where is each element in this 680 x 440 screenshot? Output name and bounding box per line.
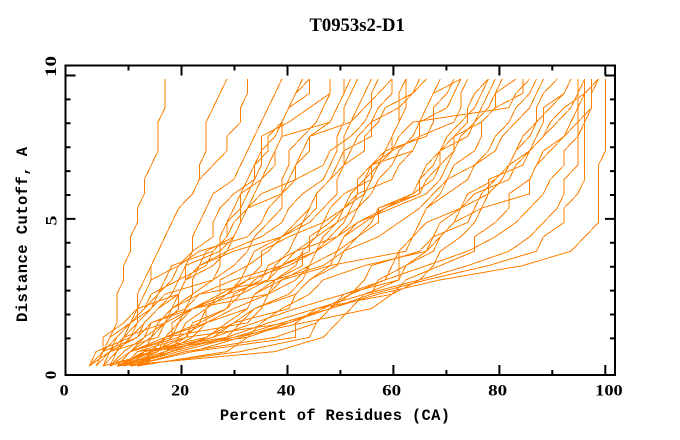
- svg-text:Distance Cutoff, A: Distance Cutoff, A: [14, 146, 32, 322]
- svg-text:80: 80: [488, 383, 507, 400]
- svg-text:60: 60: [382, 383, 401, 400]
- svg-text:5: 5: [43, 216, 60, 226]
- svg-text:Percent of Residues (CA): Percent of Residues (CA): [220, 407, 450, 425]
- svg-text:0: 0: [60, 383, 69, 400]
- svg-text:40: 40: [277, 383, 296, 400]
- svg-text:T0953s2-D1: T0953s2-D1: [309, 16, 405, 36]
- svg-text:0: 0: [43, 371, 60, 380]
- svg-text:10: 10: [43, 56, 60, 77]
- svg-text:20: 20: [171, 383, 189, 400]
- svg-text:100: 100: [595, 383, 623, 400]
